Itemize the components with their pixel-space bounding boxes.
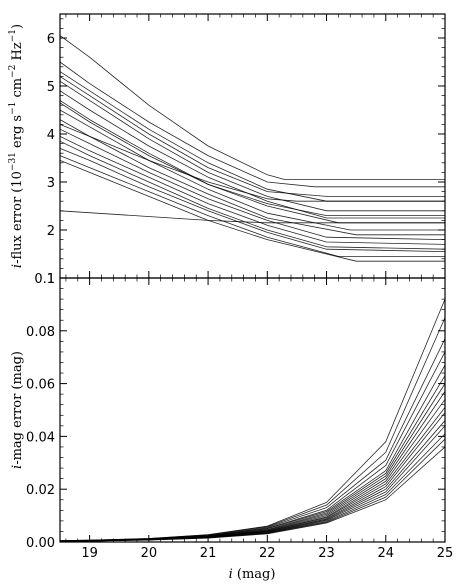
mag-error-curve-5 [59,364,446,542]
bottom-y-axis-title: i-mag error (mag) [10,351,25,469]
flux-y-tick-label: 5 [47,80,55,95]
mag-error-curve-4 [59,351,446,542]
flux-y-tick-label: 2 [47,224,55,239]
flux-error-curve-17 [59,124,445,202]
mag-y-tick-label: 0.04 [26,430,55,445]
x-tick-label: 25 [437,546,454,561]
flux-error-curve-13 [59,155,445,257]
flux-y-tick-label: 6 [47,32,55,47]
mag-y-tick-label: 0.1 [34,272,55,287]
mag-error-curve-3 [59,338,446,542]
flux-error-curve-5 [59,90,445,219]
flux-error-panel: 1 2 3 4 5 6 [47,13,446,287]
flux-error-curve-18 [59,210,445,224]
mag-y-tick-label: 0.08 [26,325,55,340]
top-y-axis-title: i-flux error (10−31 erg s−1 cm−2 Hz−1) [8,24,25,268]
mag-error-curve-13 [59,425,446,542]
flux-error-curve-9 [59,128,446,240]
flux-error-curve-12 [59,148,446,252]
flux-error-curve-16 [59,76,445,197]
x-axis-title: i (mag) [229,567,276,582]
mag-error-curve-8 [59,391,446,542]
mag-error-panel: 0.00 0.02 0.04 0.06 0.08 0.1 19 20 21 22 23 24 25 [26,272,453,561]
mag-error-curve-2 [59,317,446,542]
flux-error-curve-8 [59,119,445,236]
mag-error-curve-6 [59,375,446,542]
x-tick-label: 22 [259,546,276,561]
mag-error-frame [59,277,446,543]
flux-error-curve-10 [59,136,446,245]
mag-y-tick-label: 0.02 [26,483,55,498]
flux-error-curve-3 [59,71,445,202]
flux-error-ticks: 1 2 3 4 5 6 [47,14,446,287]
flux-y-tick-label: 1 [47,272,55,287]
x-tick-label: 21 [200,546,217,561]
flux-error-curve-4 [59,80,445,212]
flux-y-tick-label: 3 [47,176,55,191]
x-tick-label: 19 [81,546,98,561]
flux-error-curve-15 [59,102,445,217]
flux-y-tick-label: 4 [47,128,55,143]
flux-error-curve-11 [59,140,446,250]
mag-y-tick-label: 0.00 [26,536,55,551]
flux-error-curve-1 [59,35,445,181]
x-tick-label: 20 [141,546,158,561]
flux-error-curve-2 [59,61,445,188]
x-tick-label: 24 [377,546,394,561]
mag-error-ticks: 0.00 0.02 0.04 0.06 0.08 0.1 19 20 21 22 23 24 25 [26,272,453,561]
mag-y-tick-label: 0.06 [26,378,55,393]
mag-error-curves [59,298,446,542]
mag-error-curve-16 [59,446,446,542]
flux-error-curves [59,35,446,262]
x-tick-label: 23 [318,546,335,561]
mag-error-curve-1 [59,298,446,542]
flux-error-curve-7 [59,109,445,231]
